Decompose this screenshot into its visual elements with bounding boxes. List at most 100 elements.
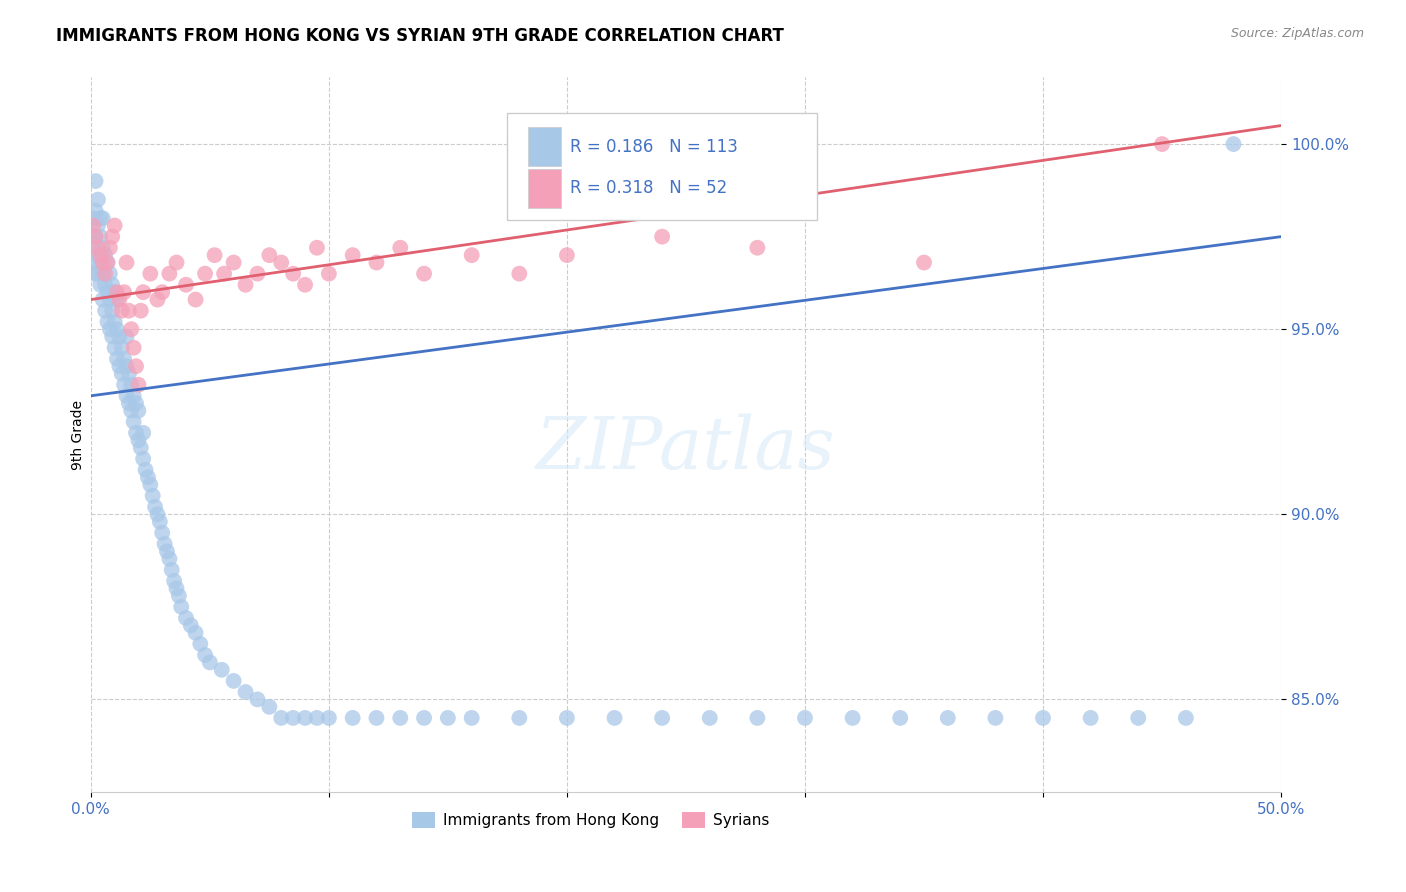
Point — [841, 711, 863, 725]
Point — [160, 563, 183, 577]
Point — [87, 219, 110, 233]
Point — [111, 303, 134, 318]
Point — [82, 219, 104, 233]
Point — [120, 403, 142, 417]
Point — [91, 293, 114, 307]
Point — [174, 277, 197, 292]
Point — [153, 537, 176, 551]
Point — [366, 255, 388, 269]
Point — [132, 451, 155, 466]
Point — [1128, 711, 1150, 725]
Point — [136, 470, 159, 484]
Point — [342, 248, 364, 262]
Point — [96, 315, 118, 329]
Point — [91, 255, 114, 269]
Point — [166, 582, 188, 596]
Point — [366, 711, 388, 725]
Point — [174, 611, 197, 625]
Point — [143, 500, 166, 514]
Point — [94, 277, 117, 292]
Point — [108, 359, 131, 374]
Point — [146, 293, 169, 307]
Point — [111, 341, 134, 355]
Point — [235, 277, 257, 292]
Point — [84, 203, 107, 218]
Point — [235, 685, 257, 699]
Point — [125, 396, 148, 410]
Point — [188, 637, 211, 651]
Point — [222, 255, 245, 269]
Legend: Immigrants from Hong Kong, Syrians: Immigrants from Hong Kong, Syrians — [406, 806, 775, 834]
Point — [389, 241, 412, 255]
Point — [111, 367, 134, 381]
Point — [259, 699, 281, 714]
Point — [122, 389, 145, 403]
Point — [912, 255, 935, 269]
Point — [129, 441, 152, 455]
Point — [132, 425, 155, 440]
Point — [157, 551, 180, 566]
Point — [127, 377, 149, 392]
Point — [135, 463, 157, 477]
Point — [120, 322, 142, 336]
Point — [104, 341, 127, 355]
Point — [936, 711, 959, 725]
Point — [125, 425, 148, 440]
Point — [96, 255, 118, 269]
Point — [437, 711, 460, 725]
Point — [108, 329, 131, 343]
Point — [150, 525, 173, 540]
Point — [101, 229, 124, 244]
Point — [1152, 137, 1174, 152]
Point — [259, 248, 281, 262]
Point — [94, 267, 117, 281]
Point — [82, 241, 104, 255]
Point — [104, 219, 127, 233]
Point — [91, 211, 114, 226]
Point — [108, 293, 131, 307]
Point — [651, 229, 673, 244]
Point — [508, 267, 530, 281]
Point — [460, 248, 482, 262]
Point — [270, 255, 292, 269]
Point — [98, 293, 121, 307]
Text: Source: ZipAtlas.com: Source: ZipAtlas.com — [1230, 27, 1364, 40]
Text: R = 0.186   N = 113: R = 0.186 N = 113 — [571, 137, 738, 156]
Point — [198, 656, 221, 670]
Point — [211, 663, 233, 677]
Point — [105, 285, 128, 300]
Point — [389, 711, 412, 725]
FancyBboxPatch shape — [508, 113, 817, 220]
Point — [156, 544, 179, 558]
Point — [139, 477, 162, 491]
Point — [122, 341, 145, 355]
Point — [1174, 711, 1197, 725]
Point — [84, 255, 107, 269]
Text: IMMIGRANTS FROM HONG KONG VS SYRIAN 9TH GRADE CORRELATION CHART: IMMIGRANTS FROM HONG KONG VS SYRIAN 9TH … — [56, 27, 785, 45]
Point — [246, 692, 269, 706]
Point — [305, 711, 328, 725]
Point — [105, 322, 128, 336]
Point — [555, 711, 578, 725]
Point — [87, 267, 110, 281]
Point — [101, 329, 124, 343]
Point — [163, 574, 186, 588]
Point — [118, 367, 141, 381]
Point — [89, 248, 111, 262]
Point — [150, 285, 173, 300]
Point — [115, 329, 138, 343]
Point — [118, 396, 141, 410]
Point — [84, 229, 107, 244]
Point — [89, 229, 111, 244]
Point — [118, 303, 141, 318]
Bar — [527, 127, 561, 167]
Point — [101, 303, 124, 318]
Point — [1080, 711, 1102, 725]
Point — [115, 255, 138, 269]
Point — [89, 277, 111, 292]
Point — [294, 711, 316, 725]
Point — [270, 711, 292, 725]
Point — [127, 434, 149, 448]
Point — [96, 255, 118, 269]
Point — [87, 193, 110, 207]
